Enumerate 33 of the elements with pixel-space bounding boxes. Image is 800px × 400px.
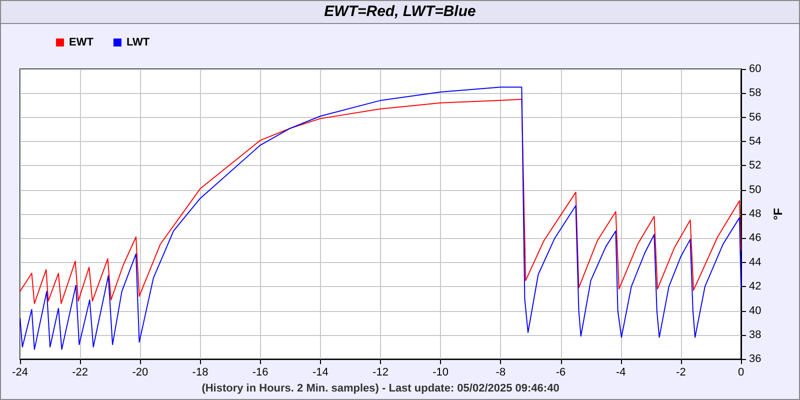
y-tick-label: 48 bbox=[749, 208, 762, 220]
y-tick-label: 44 bbox=[749, 256, 762, 268]
x-axis-title: (History in Hours. 2 Min. samples) - Last update: 05/02/2025 09:46:40 bbox=[202, 382, 560, 394]
y-tick-label: 46 bbox=[749, 232, 762, 244]
x-tick-label: 0 bbox=[738, 366, 744, 379]
x-tick-label: -16 bbox=[252, 366, 268, 379]
x-tick-label: -22 bbox=[72, 366, 88, 379]
x-tick-label: -18 bbox=[192, 366, 208, 379]
x-tick-label: -12 bbox=[372, 366, 388, 379]
x-tick-label: -6 bbox=[556, 366, 566, 379]
x-tick-label: -8 bbox=[496, 366, 506, 379]
y-tick-label: 60 bbox=[749, 63, 762, 75]
y-tick-label: 54 bbox=[749, 136, 762, 148]
y-tick-label: 42 bbox=[749, 280, 762, 293]
legend-label: LWT bbox=[126, 36, 150, 48]
y-tick-label: 58 bbox=[749, 87, 762, 100]
y-tick-label: 50 bbox=[749, 184, 762, 196]
y-tick-label: 38 bbox=[749, 328, 762, 341]
y-axis-title: °F bbox=[771, 208, 786, 220]
chart-title: EWT=Red, LWT=Blue bbox=[1, 1, 799, 24]
x-tick-label: -20 bbox=[132, 366, 148, 379]
x-tick-label: -10 bbox=[432, 366, 449, 379]
x-tick-label: -4 bbox=[616, 366, 626, 379]
y-tick-label: 52 bbox=[749, 160, 762, 172]
y-tick-label: 36 bbox=[749, 353, 762, 366]
line-series bbox=[20, 86, 742, 350]
x-tick-label: -2 bbox=[676, 366, 686, 379]
y-tick-label: 56 bbox=[749, 111, 762, 124]
legend-label: EWT bbox=[69, 36, 94, 48]
line-series bbox=[20, 98, 742, 304]
x-tick-label: -24 bbox=[12, 366, 28, 379]
x-tick-label: -14 bbox=[312, 366, 328, 379]
y-tick-label: 40 bbox=[749, 304, 762, 317]
